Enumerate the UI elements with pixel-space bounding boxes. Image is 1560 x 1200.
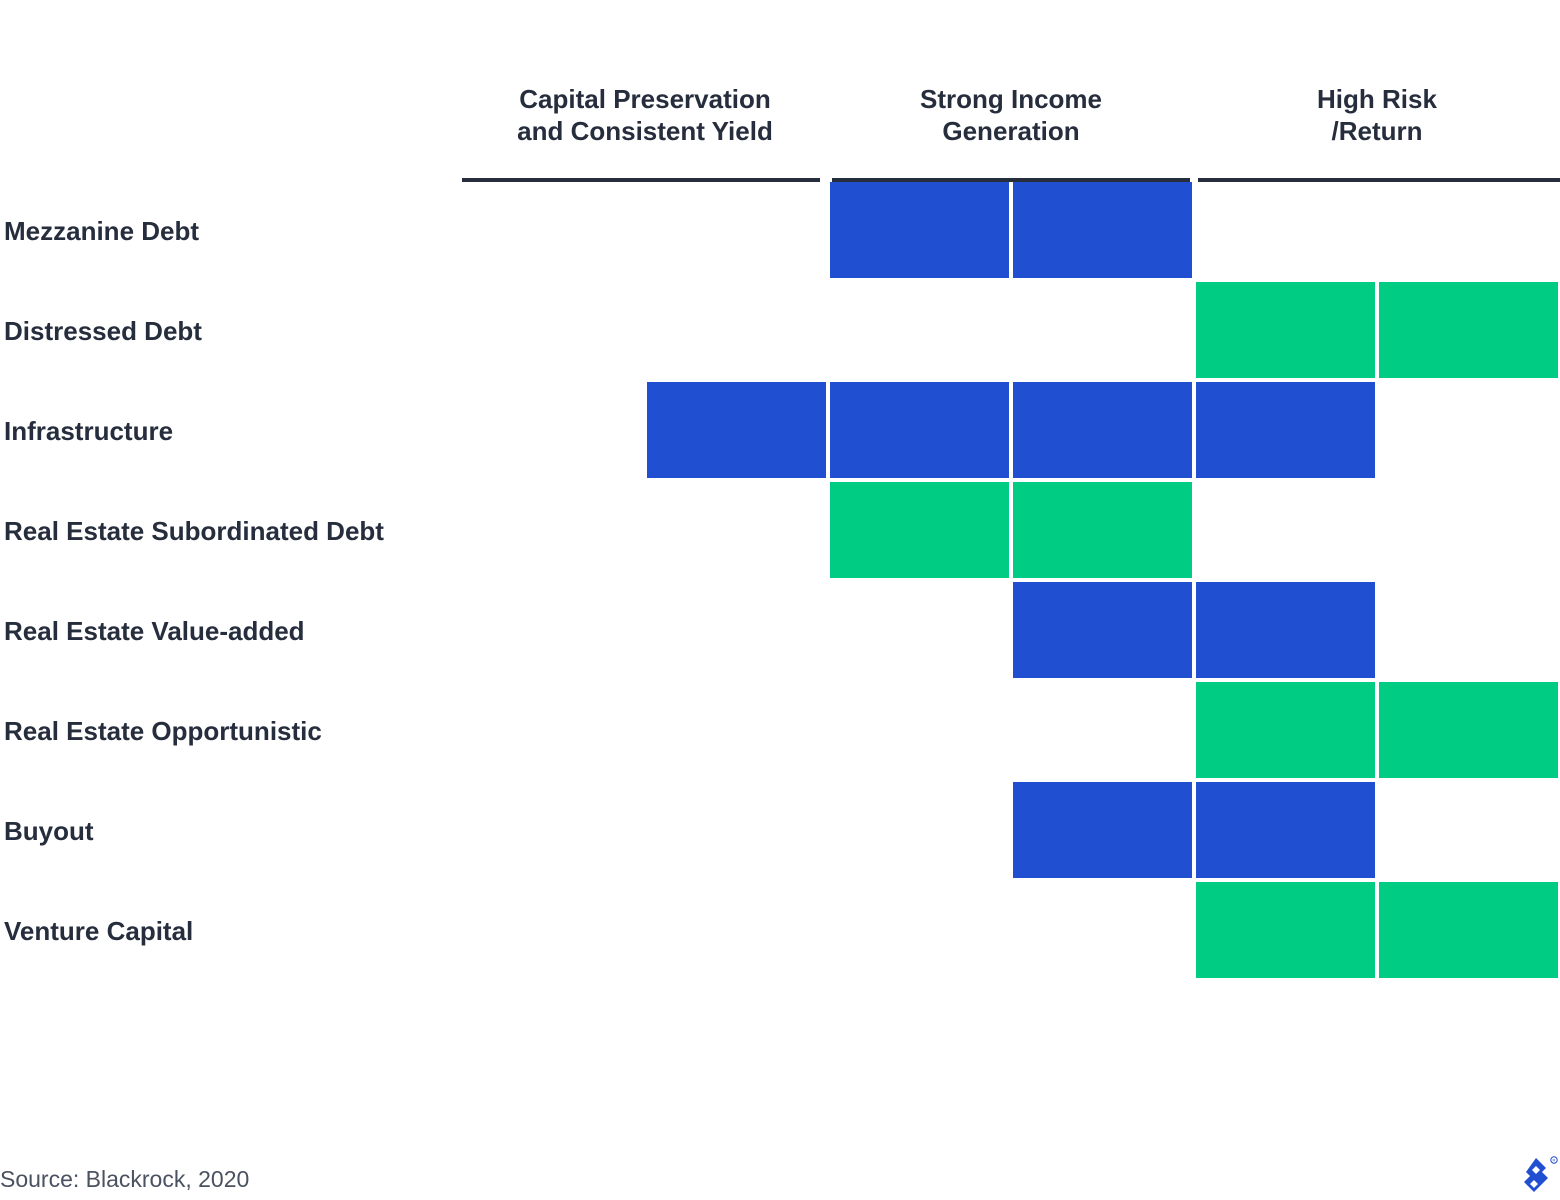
column-header-3-line-1: High Risk [1317,84,1437,114]
source-note: Source: Blackrock, 2020 [0,1166,250,1192]
row-label-1: Mezzanine Debt [4,216,199,246]
column-rules [462,178,1560,182]
bar-cell-row-7-seg-5 [1196,782,1375,878]
column-rule-2 [832,178,1190,182]
column-header-3-line-2: /Return [1332,116,1423,146]
bar-cell-row-6-seg-5 [1196,682,1375,778]
bar-cell-row-5-seg-5 [1196,582,1375,678]
bar-cell-row-3-seg-4 [1013,382,1192,478]
bar-cell-row-7-seg-4 [1013,782,1192,878]
column-header-1-line-1: Capital Preservation [519,84,770,114]
chart-cells [647,182,1558,978]
bar-cell-row-8-seg-5 [1196,882,1375,978]
bar-cell-row-1-seg-3 [830,182,1009,278]
svg-text:R: R [1553,1158,1556,1163]
row-label-2: Distressed Debt [4,316,202,346]
bar-cell-row-4-seg-4 [1013,482,1192,578]
row-label-5: Real Estate Value-added [4,616,305,646]
toptal-logo-icon: R [1524,1156,1558,1192]
bar-cell-row-3-seg-3 [830,382,1009,478]
bar-cell-row-3-seg-5 [1196,382,1375,478]
bar-cell-row-2-seg-6 [1379,282,1558,378]
bar-cell-row-3-seg-2 [647,382,826,478]
bar-cell-row-8-seg-6 [1379,882,1558,978]
row-label-6: Real Estate Opportunistic [4,716,322,746]
bar-cell-row-2-seg-5 [1196,282,1375,378]
bar-cell-row-1-seg-4 [1013,182,1192,278]
bar-cell-row-4-seg-3 [830,482,1009,578]
column-header-2-line-1: Strong Income [920,84,1102,114]
row-label-7: Buyout [4,816,94,846]
bar-cell-row-6-seg-6 [1379,682,1558,778]
column-header-1-line-2: and Consistent Yield [517,116,773,146]
column-rule-3 [1198,178,1560,182]
row-label-3: Infrastructure [4,416,173,446]
row-label-4: Real Estate Subordinated Debt [4,516,384,546]
row-labels: Mezzanine Debt Distressed Debt Infrastruct… [4,216,384,946]
row-label-8: Venture Capital [4,916,193,946]
column-rule-1 [462,178,820,182]
bar-cell-row-5-seg-4 [1013,582,1192,678]
column-header-2-line-2: Generation [942,116,1079,146]
